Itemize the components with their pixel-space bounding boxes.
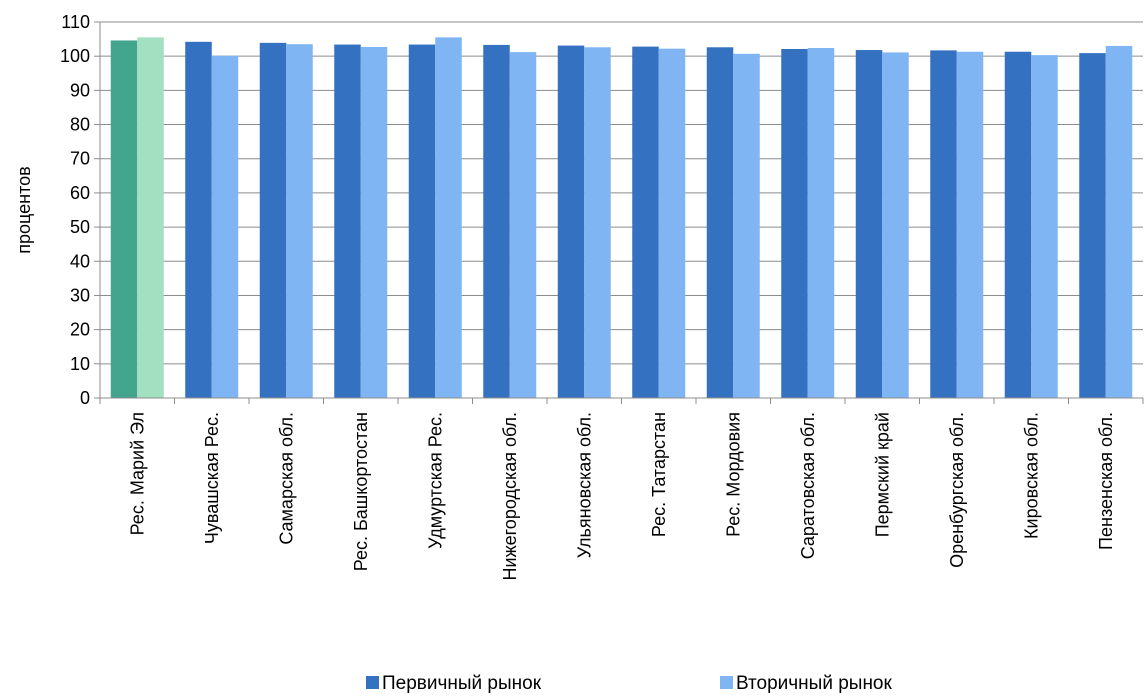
legend: Первичный рынок Вторичный рынок: [366, 673, 893, 694]
x-tick-label: Рес. Татарстан: [649, 412, 669, 537]
x-tick-label: Удмуртская Рес.: [425, 412, 445, 549]
bar-secondary: [360, 46, 388, 398]
bar-secondary: [509, 52, 537, 399]
x-tick-labels: Рес. Марий Эл Чувашская Рес. Самарская обл…: [127, 412, 1116, 580]
bar-primary: [930, 50, 957, 398]
bar-secondary: [1031, 55, 1058, 398]
bar-primary: [781, 49, 808, 399]
bar-primary: [185, 41, 212, 399]
bar-primary: [706, 47, 734, 398]
axes: [99, 22, 1144, 404]
bar-secondary: [211, 55, 239, 399]
y-tick-label: 50: [70, 217, 90, 237]
x-tick-label: Пермский край: [872, 412, 892, 537]
x-tick-label: Рес. Мордовия: [723, 412, 743, 537]
bar-secondary: [658, 48, 686, 399]
y-tick-label: 100: [60, 46, 90, 66]
y-tick-label: 60: [70, 183, 90, 203]
bar-secondary: [435, 37, 462, 399]
bar-secondary: [807, 47, 835, 398]
gridlines: [100, 21, 1143, 365]
bar-secondary: [733, 53, 760, 398]
x-tick-label: Саратовская обл.: [798, 412, 818, 559]
y-axis-label: процентов: [14, 166, 34, 253]
y-tick-label: 70: [70, 149, 90, 169]
x-tick-label: Кировская обл.: [1021, 412, 1041, 539]
bar-secondary: [584, 47, 611, 398]
y-tick-label: 90: [70, 80, 90, 100]
x-tick-label: Пензенская обл.: [1096, 412, 1116, 550]
bar-primary: [334, 44, 361, 399]
y-tick-label: 0: [80, 388, 90, 408]
bar-primary: [1079, 53, 1106, 398]
bar-secondary: [1105, 45, 1133, 398]
bar-primary: [408, 44, 436, 399]
bar-secondary: [286, 44, 313, 399]
y-tick-label: 110: [61, 12, 90, 32]
x-tick-label: Нижегородская обл.: [500, 412, 520, 580]
legend-label-primary: Первичный рынок: [382, 673, 542, 694]
x-tick-label: Оренбургская обл.: [947, 412, 967, 568]
x-tick-label: Самарская обл.: [276, 412, 296, 545]
y-tick-label: 10: [70, 354, 90, 374]
bar-primary: [110, 40, 138, 398]
bar-primary: [483, 44, 510, 398]
x-tick-label: Ульяновская обл.: [574, 412, 594, 558]
bar-secondary: [882, 52, 909, 399]
bars-group: [110, 37, 1133, 399]
bar-primary: [557, 45, 585, 399]
bar-secondary: [137, 37, 164, 399]
x-tick-label: Рес. Башкортостан: [351, 412, 371, 571]
bar-secondary: [956, 51, 984, 398]
bar-primary: [632, 46, 659, 399]
legend-label-secondary: Вторичный рынок: [736, 673, 893, 694]
bar-primary: [259, 42, 287, 398]
legend-swatch-secondary: [720, 676, 733, 689]
x-tick-label: Чувашская Рес.: [202, 412, 222, 544]
y-tick-labels: 0 10 20 30 40 50 60 70 80 90 100 110: [60, 12, 100, 408]
y-tick-label: 80: [70, 115, 90, 135]
bar-primary: [1004, 51, 1032, 398]
legend-swatch-primary: [366, 676, 379, 689]
x-tick-label: Рес. Марий Эл: [127, 412, 147, 535]
y-tick-label: 20: [70, 320, 90, 340]
y-tick-label: 30: [70, 285, 90, 305]
y-tick-label: 40: [70, 251, 90, 271]
bar-primary: [855, 50, 883, 399]
